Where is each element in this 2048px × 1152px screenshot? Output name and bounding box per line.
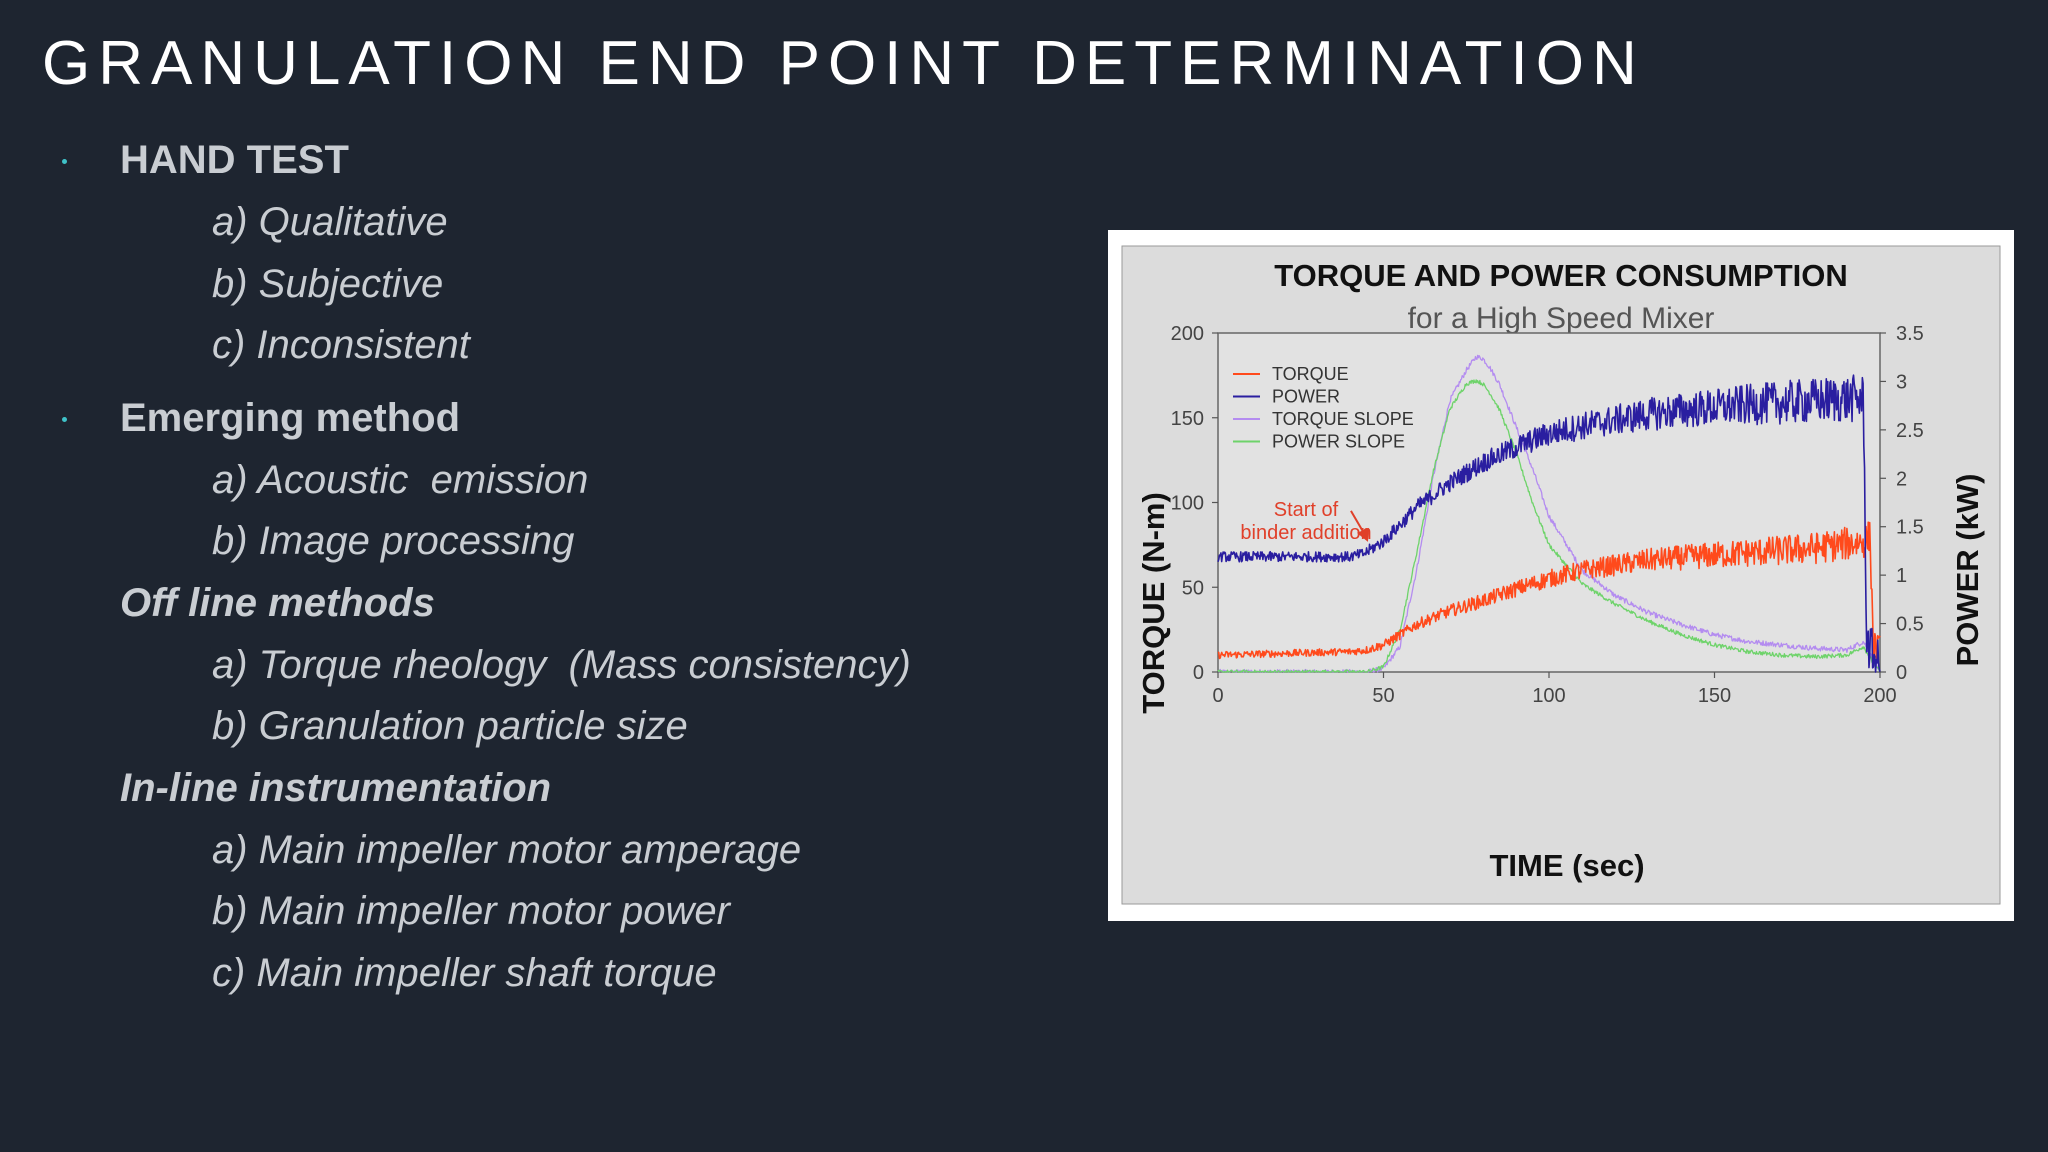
y-left-tick-label: 50 — [1182, 577, 1204, 599]
y-left-tick-label: 100 — [1171, 493, 1204, 515]
legend-label: POWER — [1272, 387, 1340, 407]
y-right-tick-label: 0 — [1896, 662, 1907, 684]
y-axis-left-label: TORQUE (N-m) — [1136, 492, 1171, 714]
x-axis-label: TIME (sec) — [1489, 848, 1644, 883]
series-line-torque — [1217, 521, 1881, 664]
x-tick-label: 100 — [1532, 685, 1565, 707]
list-item: a) Acoustic emission — [212, 458, 589, 502]
list-item: c) Inconsistent — [212, 323, 470, 367]
chart-figure: TORQUE AND POWER CONSUMPTION for a High … — [1108, 230, 2014, 921]
list-item: c) Main impeller shaft torque — [212, 951, 717, 995]
series-line-power-slope — [1217, 379, 1881, 673]
series-line-power — [1217, 374, 1881, 673]
y-right-tick-label: 1 — [1896, 565, 1907, 587]
y-right-tick-label: 0.5 — [1896, 614, 1924, 636]
x-tick-label: 150 — [1698, 685, 1731, 707]
list-item: a) Qualitative — [212, 200, 448, 244]
x-tick-label: 200 — [1863, 685, 1896, 707]
list-item: b) Image processing — [212, 519, 575, 563]
chart-title: TORQUE AND POWER CONSUMPTION — [1274, 258, 1848, 293]
annotation-text: Start of — [1274, 499, 1339, 521]
annotation-text: binder addition — [1240, 522, 1371, 544]
list-item: b) Subjective — [212, 262, 444, 306]
y-right-tick-label: 2.5 — [1896, 420, 1924, 442]
legend-label: TORQUE — [1272, 364, 1349, 384]
bullet-dot — [62, 417, 67, 422]
list-item: a) Torque rheology (Mass consistency) — [212, 643, 911, 687]
chart-subtitle: for a High Speed Mixer — [1408, 302, 1715, 335]
y-right-tick-label: 3.5 — [1896, 323, 1924, 345]
section-heading-off-line-methods: Off line methods — [120, 581, 435, 625]
section-heading-hand-test: HAND TEST — [120, 138, 349, 182]
section-heading-emerging-method: Emerging method — [120, 396, 461, 440]
series-line-torque-slope — [1217, 354, 1881, 673]
list-item: b) Granulation particle size — [212, 704, 688, 748]
bullet-dot — [62, 159, 67, 164]
list-item: b) Main impeller motor power — [212, 889, 730, 933]
y-right-tick-label: 3 — [1896, 371, 1907, 393]
y-left-tick-label: 0 — [1193, 662, 1204, 684]
annotation-arrow-head — [1356, 527, 1369, 542]
list-item: a) Main impeller motor amperage — [212, 828, 802, 872]
x-tick-label: 50 — [1372, 685, 1394, 707]
section-heading-in-line-instrumentation: In-line instrumentation — [120, 766, 552, 810]
legend-label: POWER SLOPE — [1272, 432, 1405, 452]
y-right-tick-label: 2 — [1896, 468, 1907, 490]
y-right-tick-label: 1.5 — [1896, 517, 1924, 539]
legend-label: TORQUE SLOPE — [1272, 409, 1414, 429]
plot-area — [1217, 332, 1881, 673]
y-axis-right-label: POWER (kW) — [1950, 474, 1985, 667]
x-tick-label: 0 — [1212, 685, 1223, 707]
y-left-tick-label: 150 — [1171, 408, 1204, 430]
slide-title: GRANULATION END POINT DETERMINATION — [42, 29, 1645, 98]
y-left-tick-label: 200 — [1171, 323, 1204, 345]
torque-power-chart: TORQUE AND POWER CONSUMPTION for a High … — [1121, 245, 2001, 905]
